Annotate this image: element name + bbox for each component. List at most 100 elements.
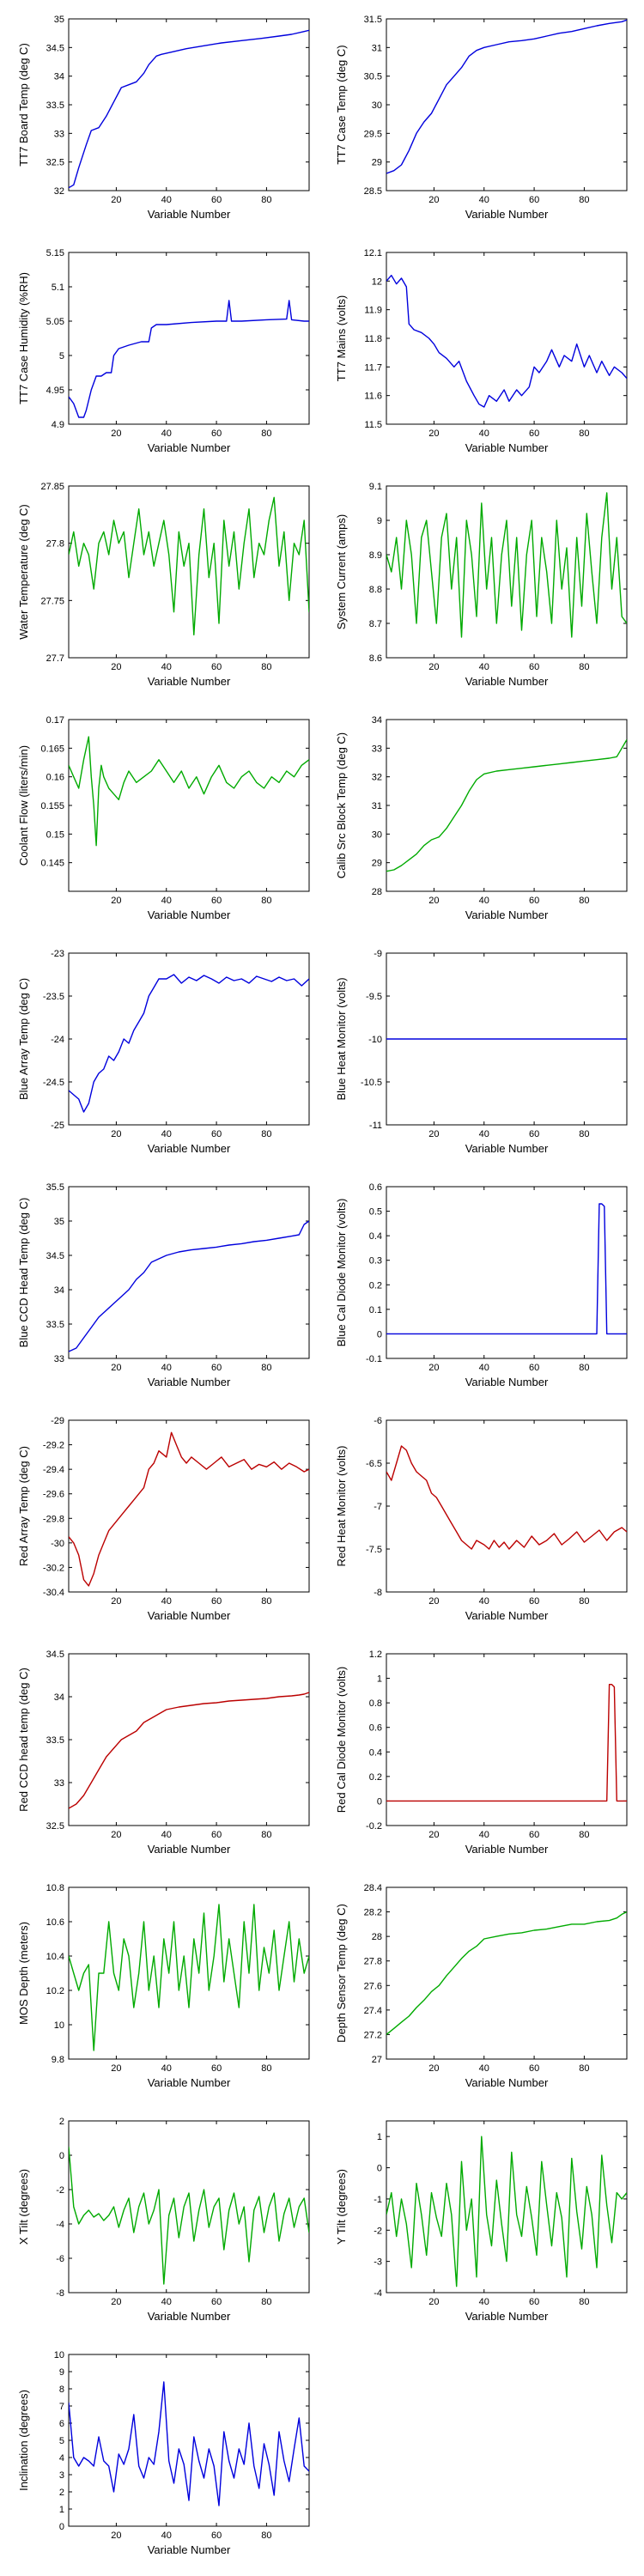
chart-svg: -11 -10.5 -10 -9.5 -9 20 40 60 80 Variable Number…	[335, 949, 628, 1155]
y-tick-label: 1.2	[369, 1649, 382, 1660]
y-tick-label: 33	[54, 1778, 64, 1789]
y-tick-label: 33.5	[46, 1320, 64, 1330]
y-axis-label: Blue Cal Diode Monitor (volts)	[335, 1199, 348, 1347]
x-tick-label: 20	[111, 2530, 121, 2541]
y-tick-label: 10	[54, 2350, 64, 2360]
y-tick-label: -24.5	[43, 1078, 64, 1088]
y-tick-label: 32.5	[46, 158, 64, 168]
y-tick-label: 9.1	[369, 482, 382, 492]
x-axis-label: Variable Number	[465, 1843, 549, 1856]
x-tick-label: 40	[161, 1129, 172, 1139]
y-tick-label: -23	[51, 949, 64, 959]
y-tick-label: 10.4	[46, 1952, 64, 1962]
y-tick-label: 32	[54, 186, 64, 197]
chart-panel-7: 0.145 0.15 0.155 0.16 0.165 0.17 20 40 60 80 Varia…	[9, 709, 318, 933]
x-tick-label: 60	[529, 896, 539, 906]
y-tick-label: 0.6	[369, 1723, 382, 1734]
y-axis-label: Blue CCD Head Temp (deg C)	[17, 1198, 30, 1348]
series-line	[69, 2381, 309, 2506]
y-tick-label: 10.2	[46, 1986, 64, 1996]
x-axis-label: Variable Number	[465, 2310, 549, 2323]
y-tick-label: 4	[59, 2453, 64, 2464]
x-tick-label: 60	[211, 2063, 222, 2074]
chart-svg: -8 -7.5 -7 -6.5 -6 20 40 60 80 Variable Number Red…	[335, 1416, 628, 1622]
series-line	[69, 1904, 309, 2051]
y-axis-label: Blue Array Temp (deg C)	[17, 978, 30, 1100]
axes-box	[386, 1886, 628, 2060]
y-tick-label: 5.15	[46, 248, 64, 258]
y-tick-label: 12.1	[364, 248, 382, 258]
chart-svg: 0.145 0.15 0.155 0.16 0.165 0.17 20 40 60 80 Varia…	[17, 715, 310, 921]
y-tick-label: 34.5	[46, 43, 64, 53]
x-tick-label: 80	[579, 896, 589, 906]
y-tick-label: 31.5	[364, 15, 382, 25]
x-tick-label: 20	[428, 1129, 439, 1139]
y-tick-label: 11.6	[364, 392, 382, 402]
y-tick-label: 0.5	[369, 1207, 382, 1218]
y-tick-label: -6	[56, 2254, 64, 2264]
y-tick-label: -7	[374, 1502, 382, 1512]
y-axis-label: Calib Src Block Temp (deg C)	[335, 732, 348, 878]
x-tick-label: 80	[261, 2297, 271, 2307]
y-tick-label: 1	[59, 2505, 64, 2515]
x-tick-label: 80	[261, 896, 271, 906]
axes-box	[386, 1186, 628, 1359]
y-tick-label: -30.2	[43, 1563, 64, 1573]
x-axis-label: Variable Number	[148, 441, 231, 454]
chart-svg: 28.5 29 29.5 30 30.5 31 31.5 20 40 60 80 Variable N…	[335, 15, 628, 221]
y-tick-label: 30	[372, 829, 382, 840]
chart-panel-4: 11.5 11.6 11.7 11.8 11.9 12 12.1 20 40 60 80 Variab…	[326, 242, 635, 465]
y-tick-label: 0.4	[369, 1747, 382, 1758]
y-tick-label: 0	[377, 2164, 382, 2174]
y-tick-label: 27.2	[364, 2030, 382, 2040]
x-tick-label: 60	[211, 428, 222, 439]
x-tick-label: 80	[579, 1830, 589, 1840]
series-line	[69, 974, 309, 1113]
chart-panel-11: 33 33.5 34 34.5 35 35.5 20 40 60 80 Variable Numbe…	[9, 1176, 318, 1400]
axes-box	[68, 485, 310, 659]
x-axis-label: Variable Number	[148, 675, 231, 688]
chart-panel-16: -0.2 0 0.2 0.4 0.6 0.8 1 1.2 20 40 60 80 Variable Nu…	[326, 1643, 635, 1867]
x-tick-label: 80	[261, 1129, 271, 1139]
x-tick-label: 80	[261, 195, 271, 205]
x-tick-label: 80	[579, 428, 589, 439]
y-tick-label: -4	[56, 2220, 64, 2230]
series-line	[386, 275, 627, 408]
y-tick-label: -6	[374, 1416, 382, 1426]
x-axis-label: Variable Number	[148, 1843, 231, 1856]
x-tick-label: 60	[529, 1363, 539, 1373]
x-tick-label: 40	[161, 896, 172, 906]
y-tick-label: 27.6	[364, 1981, 382, 1991]
y-tick-label: 33.5	[46, 1735, 64, 1746]
x-tick-label: 80	[261, 1363, 271, 1373]
chart-svg: 33 33.5 34 34.5 35 35.5 20 40 60 80 Variable Numbe…	[17, 1182, 310, 1388]
y-tick-label: -8	[56, 2288, 64, 2299]
y-axis-label: Red Heat Monitor (volts)	[335, 1446, 348, 1567]
x-tick-label: 20	[428, 1830, 439, 1840]
y-tick-label: 35	[54, 15, 64, 25]
x-tick-label: 60	[529, 195, 539, 205]
y-tick-label: 32.5	[46, 1821, 64, 1832]
x-axis-label: Variable Number	[148, 908, 231, 921]
x-tick-label: 80	[579, 1129, 589, 1139]
axes-box	[386, 485, 628, 659]
x-tick-label: 40	[479, 1129, 489, 1139]
x-tick-label: 60	[529, 2297, 539, 2307]
y-tick-label: 11.7	[364, 362, 382, 373]
y-tick-label: 0.8	[369, 1698, 382, 1709]
y-tick-label: -2	[56, 2185, 64, 2196]
x-tick-label: 20	[111, 2063, 121, 2074]
x-tick-label: 80	[579, 195, 589, 205]
chart-svg: 32.5 33 33.5 34 34.5 20 40 60 80 Variable Number R…	[17, 1649, 310, 1856]
y-tick-label: 7	[59, 2402, 64, 2412]
x-tick-label: 60	[211, 195, 222, 205]
x-axis-label: Variable Number	[465, 441, 549, 454]
y-tick-label: 11.5	[364, 420, 382, 430]
y-axis-label: Red CCD head temp (deg C)	[17, 1668, 30, 1812]
x-axis-label: Variable Number	[465, 208, 549, 221]
axes-box	[386, 2120, 628, 2293]
y-tick-label: -8	[374, 1588, 382, 1598]
y-tick-label: 3	[59, 2470, 64, 2481]
x-tick-label: 20	[428, 1363, 439, 1373]
x-tick-label: 80	[579, 2063, 589, 2074]
